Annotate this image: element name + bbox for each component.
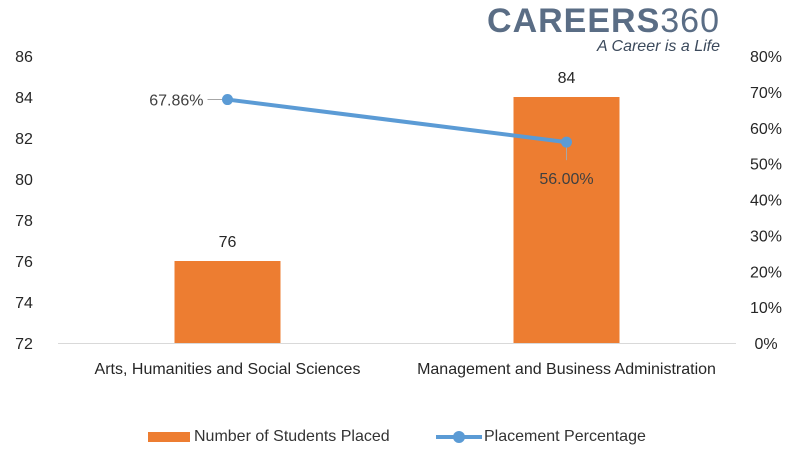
y-right-tick-label: 80%	[750, 49, 782, 66]
line-series-path	[225, 97, 569, 145]
legend-item-line: Placement Percentage	[436, 427, 646, 447]
legend-line-swatch	[436, 427, 482, 447]
careers360-logo: CAREERS360 A Career is a Life	[487, 4, 720, 56]
y-right-tick-label: 0%	[754, 336, 777, 353]
legend-item-bars: Number of Students Placed	[148, 427, 390, 447]
y-left-tick-label: 80	[15, 172, 33, 189]
logo-brand-text: CAREERS	[487, 2, 661, 40]
bar	[174, 261, 281, 343]
x-tick-label: Management and Business Administration	[417, 361, 716, 378]
y-left-tick-label: 84	[15, 90, 33, 107]
line-data-label: 56.00%	[539, 171, 593, 188]
bar	[513, 97, 620, 343]
legend-bar-swatch	[148, 432, 190, 442]
y-left-tick-label: 82	[15, 131, 33, 148]
y-left-tick-label: 78	[15, 213, 33, 230]
legend-bar-label: Number of Students Placed	[194, 428, 390, 445]
y-right-tick-label: 10%	[750, 300, 782, 317]
y-right-tick-label: 50%	[750, 157, 782, 174]
y-left-tick-label: 74	[15, 295, 33, 312]
y-left-tick-label: 76	[15, 254, 33, 271]
y-right-tick-label: 70%	[750, 85, 782, 102]
y-right-tick-label: 30%	[750, 228, 782, 245]
y-right-tick-label: 40%	[750, 193, 782, 210]
legend-line-label: Placement Percentage	[484, 428, 646, 445]
line-marker	[222, 94, 233, 106]
logo-tagline: A Career is a Life	[596, 38, 720, 55]
chart-legend: Number of Students Placed Placement Perc…	[0, 427, 794, 447]
logo-brand-number: 360	[660, 2, 720, 40]
bar-data-label: 84	[558, 70, 576, 87]
y-left-tick-label: 72	[15, 336, 33, 353]
y-right-tick-label: 60%	[750, 121, 782, 138]
line-data-label: 67.86%	[149, 93, 203, 110]
bar-data-label: 76	[219, 234, 237, 251]
y-right-tick-label: 20%	[750, 264, 782, 281]
logo-wordmark: CAREERS360	[487, 4, 720, 38]
y-left-tick-label: 86	[15, 49, 33, 66]
x-tick-label: Arts, Humanities and Social Sciences	[95, 361, 361, 378]
line-marker	[561, 136, 572, 148]
